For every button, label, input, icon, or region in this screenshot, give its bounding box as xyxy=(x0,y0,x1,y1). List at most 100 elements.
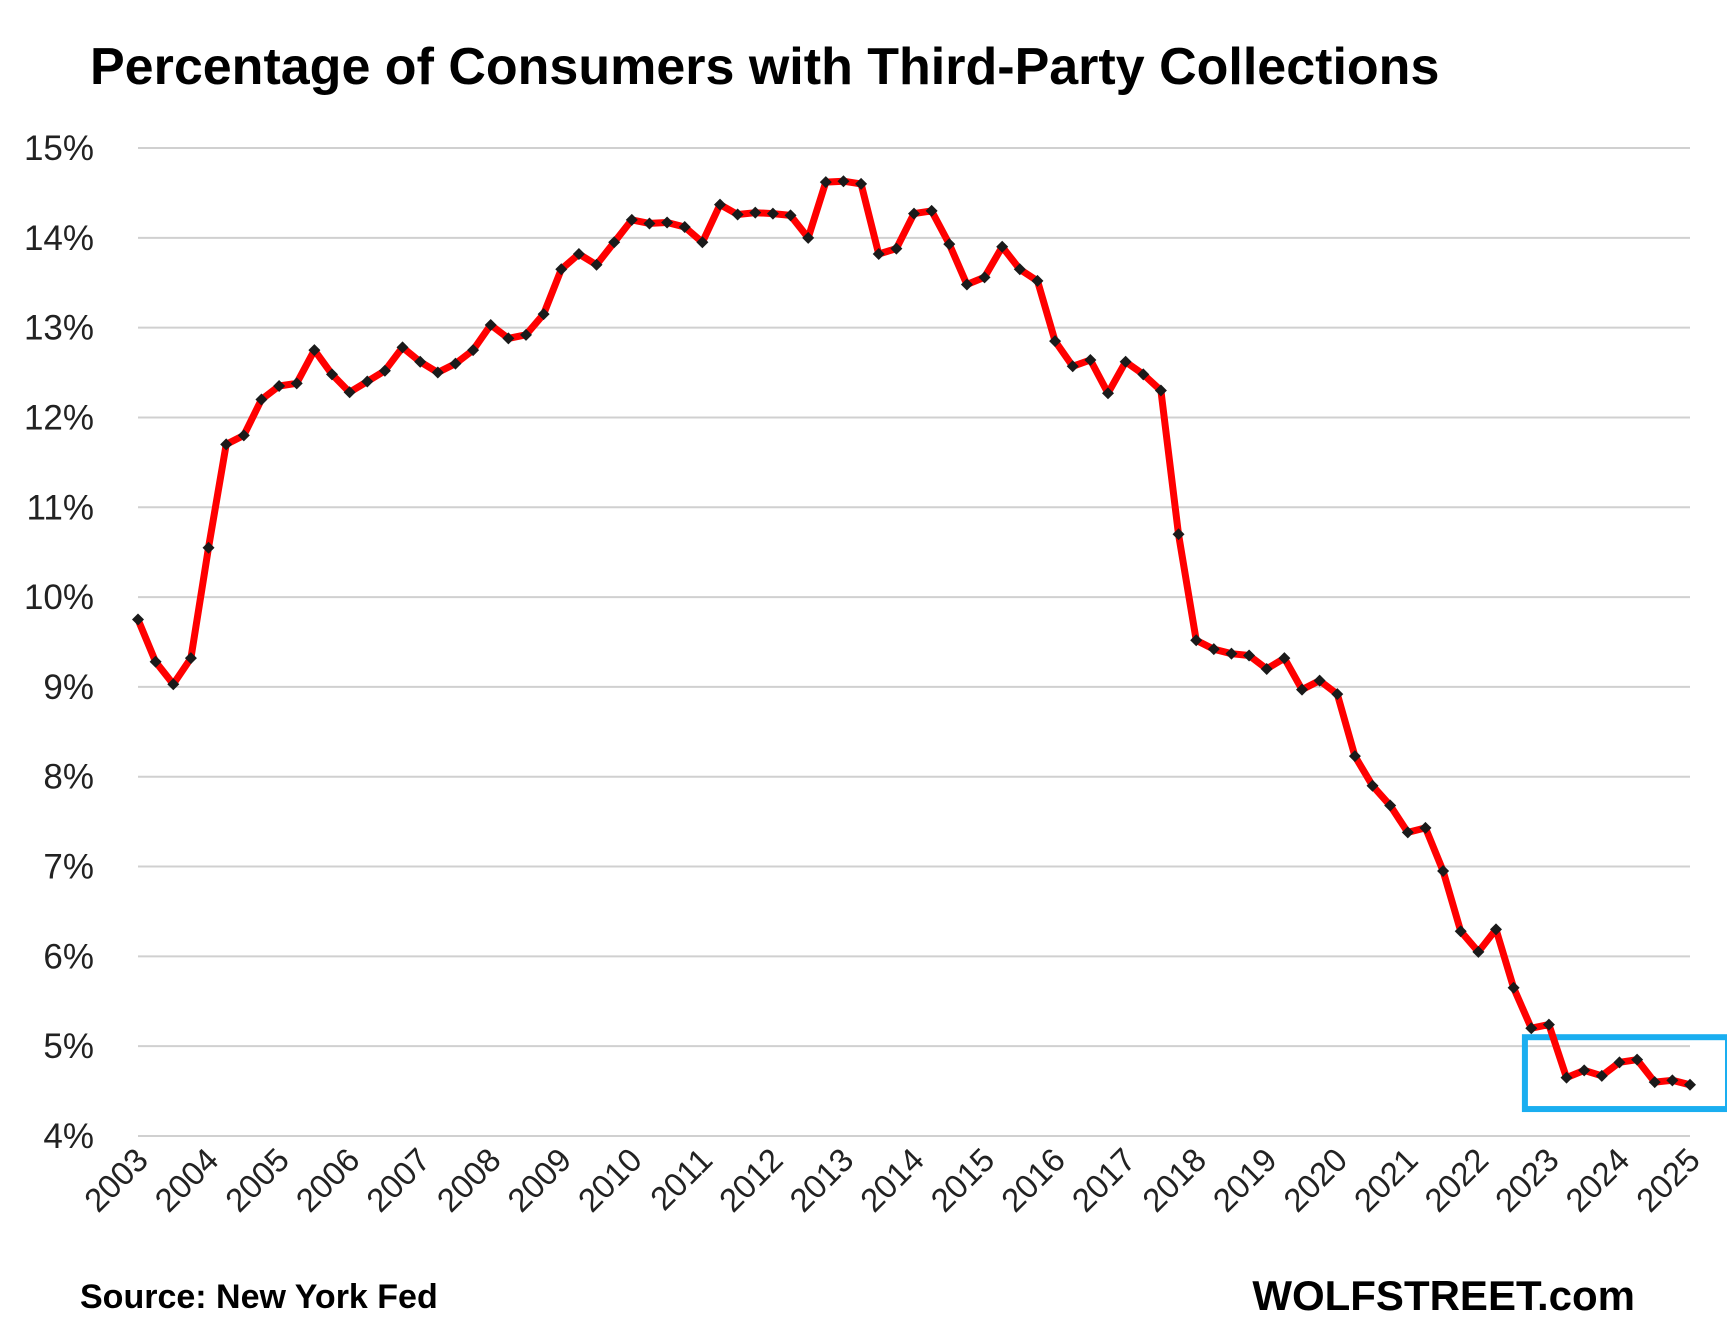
x-tick-label: 2019 xyxy=(1206,1141,1284,1219)
data-point xyxy=(819,176,832,189)
data-point xyxy=(960,278,973,291)
y-tick-label: 10% xyxy=(24,578,94,617)
data-point xyxy=(1066,360,1079,373)
data-point xyxy=(1684,1078,1696,1091)
data-point xyxy=(996,240,1009,253)
x-tick-label: 2015 xyxy=(923,1141,1001,1219)
y-axis-tick-labels: 4% 5% 6% 7% 8% 9% 10% 11% 12% 13% 14% 15% xyxy=(24,129,94,1156)
data-point xyxy=(343,386,356,399)
data-point xyxy=(1013,263,1026,276)
data-point xyxy=(1507,981,1520,994)
x-axis-tick-labels: 2003200420052006200720082009201020112012… xyxy=(77,1141,1707,1219)
data-point xyxy=(908,207,920,220)
data-point xyxy=(590,258,603,271)
x-tick-label: 2010 xyxy=(571,1141,649,1219)
data-point xyxy=(1313,674,1326,687)
x-tick-label: 2022 xyxy=(1417,1141,1495,1219)
data-point xyxy=(149,655,162,668)
data-point xyxy=(643,217,656,230)
data-point xyxy=(661,216,674,229)
data-point xyxy=(1207,643,1220,656)
data-point xyxy=(872,247,885,260)
data-point xyxy=(978,271,991,284)
data-point xyxy=(608,236,621,249)
data-point xyxy=(1084,353,1097,366)
data-point xyxy=(1542,1018,1555,1031)
data-point xyxy=(1225,647,1238,660)
data-point xyxy=(132,613,144,626)
data-point xyxy=(378,364,391,377)
data-point xyxy=(1296,683,1308,696)
data-point xyxy=(1154,384,1167,397)
source-note: Source: New York Fed xyxy=(80,1278,438,1316)
data-point xyxy=(1454,925,1467,938)
data-point xyxy=(290,377,303,390)
recent-period-highlight xyxy=(1521,1034,1727,1113)
x-tick-label: 2023 xyxy=(1488,1141,1566,1219)
data-point xyxy=(273,380,286,393)
data-point xyxy=(467,344,480,357)
data-point xyxy=(696,236,709,249)
series-line xyxy=(134,177,1694,1089)
x-tick-label: 2016 xyxy=(994,1141,1072,1219)
data-point xyxy=(1119,355,1132,368)
data-point xyxy=(1278,652,1291,665)
data-point xyxy=(1490,923,1502,936)
data-point xyxy=(1172,528,1185,541)
data-point xyxy=(890,242,903,255)
data-point xyxy=(484,318,497,331)
y-tick-label: 6% xyxy=(43,937,94,976)
highlight-box xyxy=(1521,1034,1727,1113)
data-point xyxy=(555,263,568,276)
data-point xyxy=(1595,1069,1608,1082)
x-tick-label: 2018 xyxy=(1135,1141,1213,1219)
y-tick-label: 14% xyxy=(24,219,94,258)
data-point xyxy=(837,175,850,188)
data-point xyxy=(1401,826,1414,839)
data-point xyxy=(943,238,956,251)
data-point xyxy=(625,213,638,226)
x-tick-label: 2013 xyxy=(782,1141,860,1219)
data-point xyxy=(1190,634,1203,647)
data-point xyxy=(167,678,180,691)
data-point xyxy=(1031,274,1044,287)
data-point xyxy=(1331,688,1344,701)
data-point xyxy=(449,357,462,370)
x-tick-label: 2020 xyxy=(1276,1141,1354,1219)
data-point xyxy=(502,332,515,345)
y-tick-label: 13% xyxy=(24,309,94,348)
data-point xyxy=(766,207,779,220)
data-point xyxy=(1260,662,1273,675)
y-tick-label: 5% xyxy=(43,1027,94,1066)
y-tick-label: 15% xyxy=(24,129,94,168)
data-point xyxy=(784,209,797,222)
data-point xyxy=(855,177,868,190)
data-point xyxy=(1631,1053,1644,1066)
data-point xyxy=(326,368,338,381)
data-point xyxy=(1578,1064,1591,1077)
data-point xyxy=(1366,779,1379,792)
data-point xyxy=(1137,368,1150,381)
y-tick-label: 9% xyxy=(43,668,94,707)
data-point xyxy=(1384,799,1397,812)
data-point xyxy=(731,208,744,221)
data-point xyxy=(714,198,726,211)
data-point xyxy=(1419,821,1432,834)
x-tick-label: 2009 xyxy=(500,1141,578,1219)
data-point xyxy=(749,206,762,219)
data-point xyxy=(1560,1071,1573,1084)
x-tick-label: 2004 xyxy=(147,1141,225,1219)
chart-title: Percentage of Consumers with Third-Party… xyxy=(90,38,1439,96)
y-tick-label: 4% xyxy=(43,1117,94,1156)
data-point xyxy=(255,393,268,406)
x-tick-label: 2024 xyxy=(1558,1141,1636,1219)
y-tick-label: 12% xyxy=(24,398,94,437)
series-collections xyxy=(132,175,1696,1091)
data-point xyxy=(308,344,321,357)
data-point xyxy=(1472,945,1485,958)
data-point xyxy=(1648,1076,1661,1089)
data-point xyxy=(925,204,938,217)
x-tick-label: 2021 xyxy=(1347,1141,1425,1219)
x-tick-label: 2014 xyxy=(853,1141,931,1219)
data-point xyxy=(572,247,585,260)
